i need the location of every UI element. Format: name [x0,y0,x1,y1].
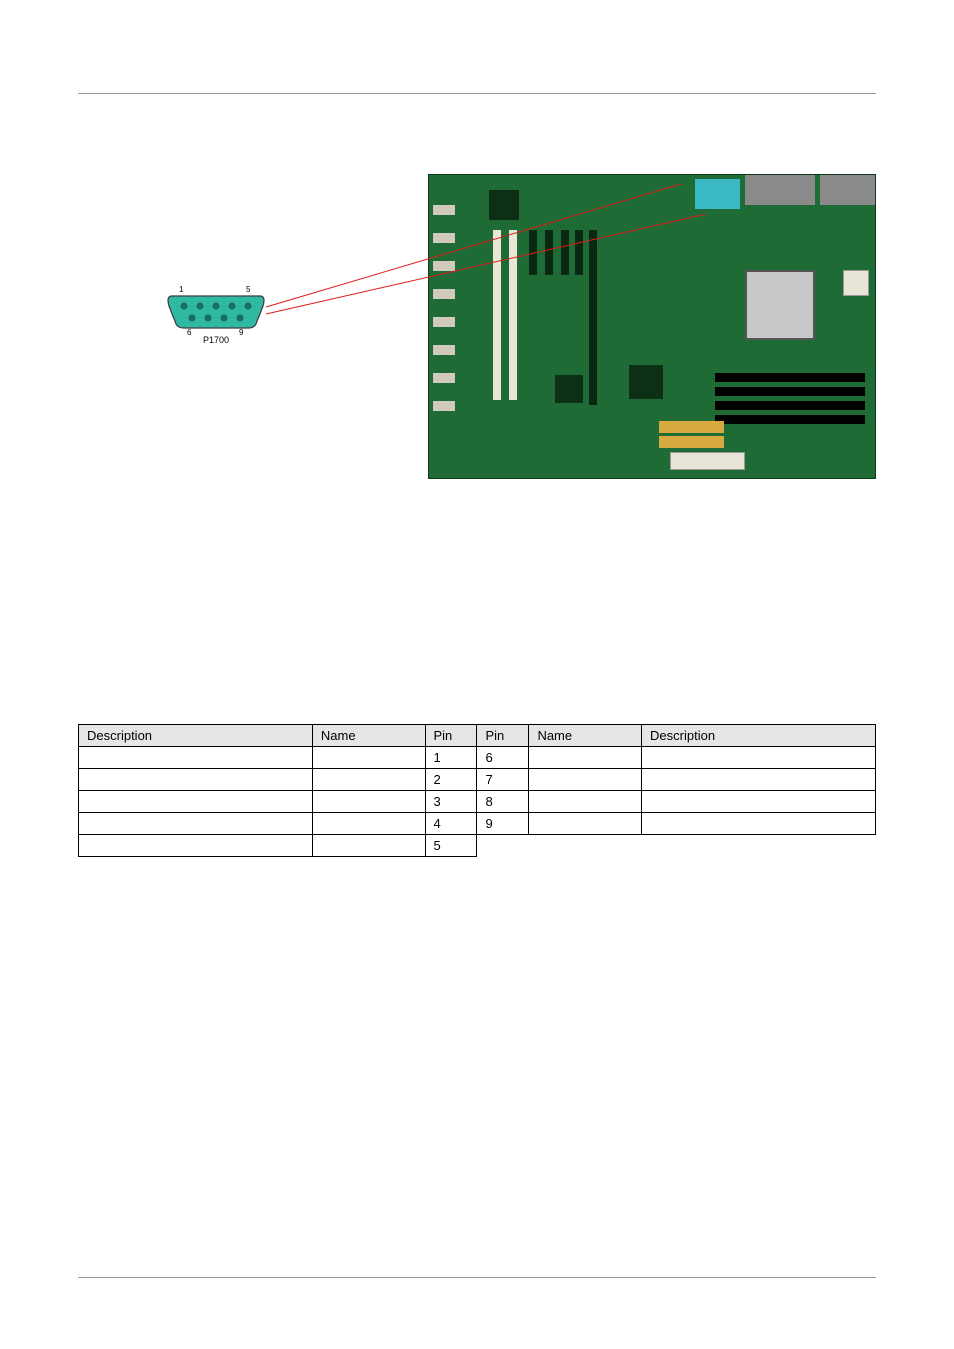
dsub-pin [212,302,219,309]
dimm-slot [715,373,865,382]
pcie-x1-slot [545,230,553,275]
th-description-right: Description [642,725,876,747]
table-row: 2 7 [79,769,876,791]
td-pin-right: 7 [477,769,529,791]
pin-label-6: 6 [187,328,191,337]
td-desc-left [79,835,313,857]
page-footer-rule [78,1277,876,1299]
table-row: 4 9 [79,813,876,835]
td-desc-right [642,769,876,791]
td-pin-left: 4 [425,813,477,835]
connector-refdes: P1700 [203,335,229,345]
header-left [433,289,455,299]
dimm-slot [715,415,865,424]
page: 1 5 6 9 P1700 [0,0,954,1349]
dimm-slot [715,387,865,396]
pcie-x1-slot [561,230,569,275]
td-desc-left [79,813,313,835]
td-name-right [529,769,642,791]
th-name-right: Name [529,725,642,747]
th-name-left: Name [312,725,425,747]
th-description-left: Description [79,725,313,747]
dsub9-svg [166,294,266,330]
td-pin-right: 6 [477,747,529,769]
header-left [433,345,455,355]
pin-label-9: 9 [239,328,243,337]
pci-slot [509,230,517,400]
td-desc-left [79,769,313,791]
td-name-left [312,747,425,769]
dsub9-connector-diagram: 1 5 6 9 P1700 [166,294,266,348]
td-name-left [312,791,425,813]
header-left [433,401,455,411]
header-left [433,233,455,243]
td-pin-left: 5 [425,835,477,857]
td-name-left [312,769,425,791]
pci-slot [493,230,501,400]
dsub-pin [220,314,227,321]
header-left [433,205,455,215]
table-row: 3 8 [79,791,876,813]
atx-power [670,452,745,470]
td-name-right [529,747,642,769]
pch-chip [629,365,663,399]
pcie-x1-slot [575,230,583,275]
dsub-pin [196,302,203,309]
table-header-row: Description Name Pin Pin Name Descriptio… [79,725,876,747]
td-pin-left: 2 [425,769,477,791]
td-pin-left: 1 [425,747,477,769]
dsub-pin [244,302,251,309]
pin-label-5: 5 [246,285,250,294]
td-name-left [312,835,425,857]
dsub-pin [204,314,211,321]
td-desc-right [642,791,876,813]
chip [489,190,519,220]
pcie-x1-slot [529,230,537,275]
pin-label-1: 1 [179,285,183,294]
superio-chip [555,375,583,403]
dsub-pin [236,314,243,321]
sata-ports [659,421,724,433]
dsub-pin [180,302,187,309]
dsub-shell [168,296,264,328]
td-pin-left: 3 [425,791,477,813]
pcie-x16-slot [589,230,597,405]
td-desc-left [79,791,313,813]
header-left [433,373,455,383]
cpu-socket [745,270,815,340]
lan-jack [695,179,740,209]
dsub-pin [188,314,195,321]
table-row: 5 [79,835,876,857]
th-pin-right: Pin [477,725,529,747]
td-desc-left [79,747,313,769]
td-name-right [529,813,642,835]
td-desc-right [642,813,876,835]
eps-power [843,270,869,296]
table-row: 1 6 [79,747,876,769]
td-pin-right: 8 [477,791,529,813]
header-left [433,261,455,271]
pinout-table: Description Name Pin Pin Name Descriptio… [78,724,876,857]
sata-ports [659,436,724,448]
page-header-rule [78,70,876,94]
td-name-left [312,813,425,835]
th-pin-left: Pin [425,725,477,747]
figure-region: 1 5 6 9 P1700 [78,174,876,644]
io-plate [745,175,815,205]
dimm-slot [715,401,865,410]
td-desc-right [642,747,876,769]
td-name-right [529,791,642,813]
header-left [433,317,455,327]
motherboard-photo [428,174,876,479]
dsub-pin [228,302,235,309]
io-plate-2 [820,175,875,205]
td-pin-right: 9 [477,813,529,835]
